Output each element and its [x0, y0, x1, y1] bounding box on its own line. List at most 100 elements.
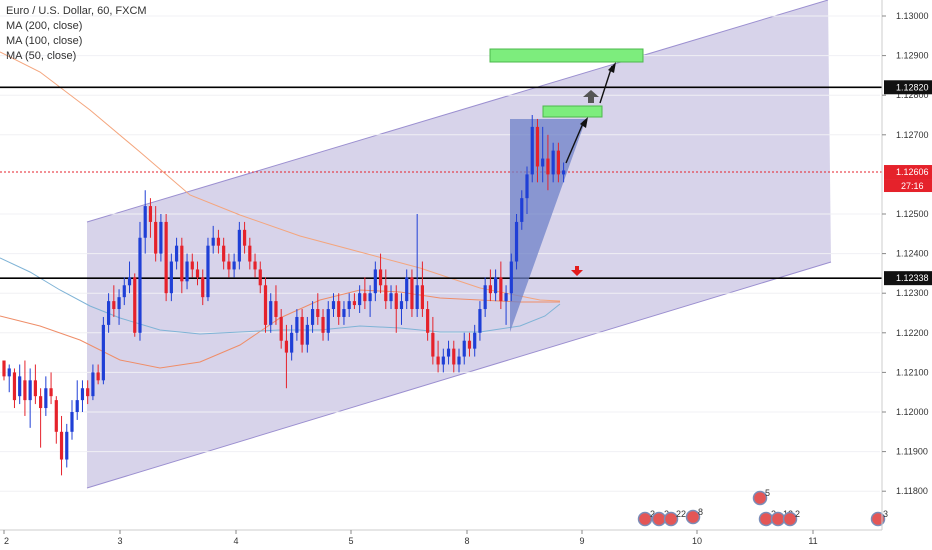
- candle-body: [154, 221, 158, 254]
- candle-body: [75, 400, 79, 412]
- candle-body: [509, 261, 513, 294]
- candle-body: [54, 400, 58, 432]
- candle-body: [410, 277, 414, 310]
- candle-body: [112, 301, 116, 310]
- candle-body: [514, 221, 519, 262]
- price-tick-label: 1.12500: [896, 209, 929, 219]
- chart-title: Euro / U.S. Dollar, 60, FXCM: [6, 5, 147, 17]
- time-tick-label: 3: [117, 536, 122, 546]
- time-axis[interactable]: 2 3 4 5 8 9 10 11: [0, 529, 882, 546]
- horizontal-levels[interactable]: [0, 86, 882, 279]
- target-box-lower[interactable]: [542, 105, 603, 118]
- event-badge[interactable]: 2: [782, 509, 801, 527]
- candle-body: [290, 332, 294, 353]
- candle-body: [441, 356, 445, 365]
- time-tick-label: 8: [464, 536, 469, 546]
- candle-body: [384, 285, 388, 302]
- price-axis[interactable]: 1.11800 1.11900 1.12000 1.12100 1.12200 1.123…: [881, 0, 932, 530]
- event-flag-icon: [870, 511, 886, 527]
- candle-body: [269, 301, 273, 325]
- target-box-upper[interactable]: [489, 48, 644, 63]
- time-tick-label: 5: [348, 536, 353, 546]
- event-badge[interactable]: 8: [685, 507, 704, 525]
- resistance-price-badge: 1.12820: [896, 82, 929, 92]
- event-flag-icon: [663, 511, 679, 527]
- candle-body: [295, 316, 299, 333]
- candle-body: [39, 396, 43, 409]
- candle-body: [222, 245, 226, 262]
- ascending-channel[interactable]: [86, 0, 832, 489]
- event-flag-icon: [637, 511, 653, 527]
- support-price-badge: 1.12338: [896, 273, 929, 283]
- candle-body: [342, 309, 346, 317]
- candle-body: [405, 277, 409, 302]
- event-badge[interactable]: 2: [637, 509, 656, 527]
- candle-body: [431, 332, 435, 357]
- candle-body: [347, 301, 351, 310]
- candle-body: [211, 237, 215, 246]
- event-badge[interactable]: 22: [663, 509, 687, 527]
- candle-body: [541, 158, 545, 167]
- candle-body: [107, 301, 111, 325]
- candle-body: [499, 277, 503, 302]
- projection-arrow-lower: [565, 120, 585, 164]
- event-count: 22: [676, 509, 686, 519]
- time-tick-label: 10: [692, 536, 702, 546]
- candle-body: [190, 261, 194, 270]
- wedge-shape[interactable]: [510, 119, 586, 332]
- candle-body: [44, 388, 48, 409]
- event-count: 8: [698, 507, 703, 517]
- channel-upper-line[interactable]: [86, 0, 829, 223]
- event-badge[interactable]: 5: [752, 488, 771, 506]
- channel-fill: [87, 0, 831, 488]
- candle-body: [164, 221, 168, 294]
- rising-wedge[interactable]: [510, 119, 586, 332]
- event-count: 2: [795, 509, 800, 519]
- candle-body: [300, 316, 304, 345]
- event-badge[interactable]: 3: [870, 509, 889, 527]
- price-tick-label: 1.11800: [896, 486, 928, 496]
- candle-body: [263, 285, 268, 325]
- candle-body: [331, 301, 336, 310]
- projection-arrowhead-upper: [608, 62, 616, 73]
- candle-body: [483, 285, 487, 310]
- candle-body: [426, 309, 430, 333]
- candle-body: [7, 368, 11, 377]
- event-flag-icon: [752, 490, 768, 506]
- candle-body: [169, 261, 173, 294]
- candle-body: [174, 245, 179, 262]
- candle-body: [305, 324, 309, 345]
- candle-body: [12, 372, 17, 401]
- candle-body: [248, 245, 252, 262]
- candle-body: [138, 237, 142, 333]
- price-tick-label: 1.13000: [896, 11, 929, 21]
- candle-body: [274, 301, 278, 317]
- annotations[interactable]: [489, 48, 644, 276]
- countdown-badge-bg: [884, 179, 932, 193]
- candle-body: [326, 309, 330, 333]
- candle-body: [321, 316, 325, 333]
- candle-body: [237, 229, 241, 262]
- candle-body: [284, 340, 289, 353]
- candle-body: [535, 126, 540, 167]
- candle-body: [201, 277, 205, 298]
- price-tick-label: 1.12000: [896, 407, 929, 417]
- candle-body: [415, 285, 419, 310]
- candle-body: [216, 237, 221, 246]
- candle-body: [96, 372, 100, 381]
- candle-body: [148, 206, 153, 222]
- candle-body: [389, 293, 393, 302]
- candle-body: [258, 269, 262, 286]
- current-price-badge-bg: [884, 165, 932, 180]
- candle-body: [18, 376, 22, 397]
- economic-events[interactable]: 22228521223: [637, 488, 889, 527]
- price-tick-label: 1.12800: [896, 90, 929, 100]
- channel-lower-line[interactable]: [86, 261, 832, 489]
- projection-arrowhead-lower: [580, 117, 588, 128]
- candle-body: [70, 412, 74, 432]
- candle-body: [363, 293, 367, 302]
- candle-body: [530, 126, 534, 175]
- candle-body: [358, 293, 362, 306]
- candle-body: [133, 277, 137, 333]
